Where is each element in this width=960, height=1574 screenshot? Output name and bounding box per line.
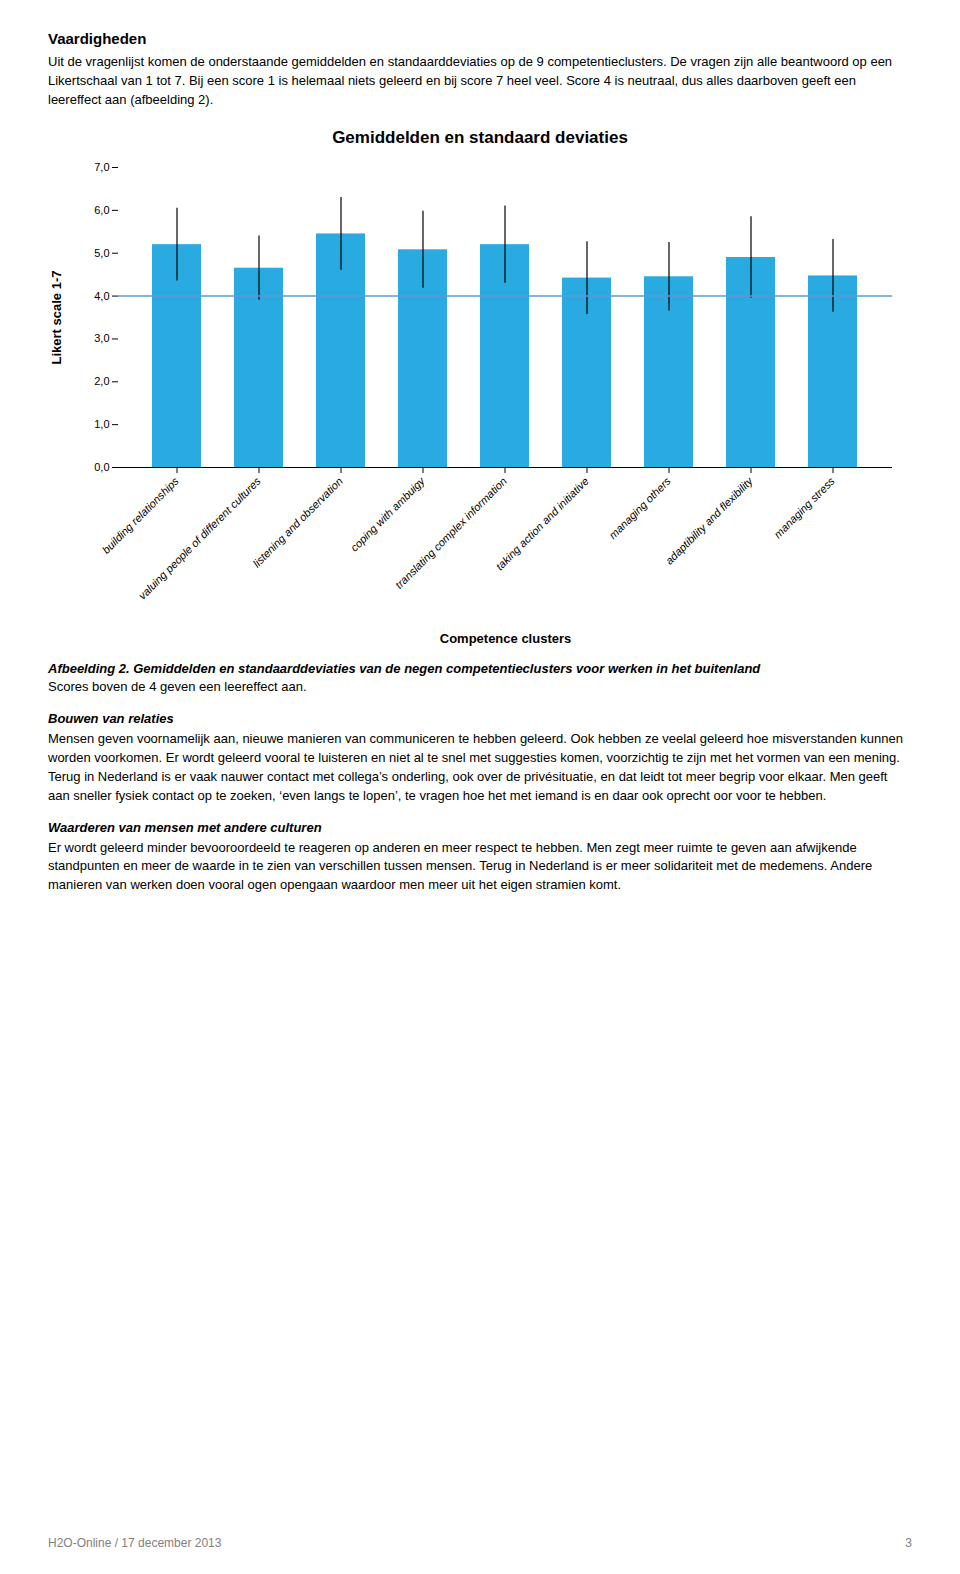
html-text:Mensen geven voornamelijk aan,: Mensen geven voornamelijk aan, nieuwe ma…	[48, 731, 903, 803]
svg-text:5,0: 5,0	[94, 246, 109, 258]
svg-text:coping with ambuigy: coping with ambuigy	[348, 473, 428, 553]
svg-text:adaptibility and flexibility: adaptibility and flexibility	[663, 473, 756, 566]
svg-text:managing others: managing others	[606, 474, 673, 541]
svg-text:valuing people of different cu: valuing people of different cultures	[136, 474, 263, 601]
html-text:Vaardigheden: Vaardigheden	[48, 30, 147, 47]
svg-text:translating complex informatio: translating complex information	[393, 474, 509, 590]
html-text:Bouwen van relaties: Bouwen van relaties	[48, 711, 174, 727]
html-text:Afbeelding 2. Gemiddelden en s: Afbeelding 2. Gemiddelden en standaardde…	[48, 660, 761, 676]
html-text:3: 3	[905, 1536, 912, 1550]
html-text:Scores boven de 4 geven een le: Scores boven de 4 geven een leereffect a…	[48, 679, 307, 695]
svg-text:4,0: 4,0	[94, 289, 109, 301]
html-text:Er wordt geleerd minder bevoor: Er wordt geleerd minder bevooroordeeld t…	[48, 839, 873, 893]
html-text:Uit de vragenlijst komen de on: Uit de vragenlijst komen de onderstaande…	[48, 54, 893, 107]
svg-text:6,0: 6,0	[94, 203, 109, 215]
svg-text:7,0: 7,0	[94, 161, 109, 173]
html-text:Waarderen van mensen met ander: Waarderen van mensen met andere culturen	[48, 819, 322, 835]
html-text:H2O-Online / 17 december 2013: H2O-Online / 17 december 2013	[48, 1536, 222, 1550]
svg-text:2,0: 2,0	[94, 375, 109, 387]
svg-text:taking action and initiative: taking action and initiative	[493, 474, 591, 572]
svg-text:listening and observation: listening and observation	[250, 474, 345, 569]
svg-text:1,0: 1,0	[94, 418, 109, 430]
svg-text:0,0: 0,0	[94, 461, 109, 473]
svg-text:Likert scale 1-7: Likert scale 1-7	[49, 270, 64, 364]
svg-text:managing stress: managing stress	[771, 474, 837, 540]
html-text:Gemiddelden en standaard devia: Gemiddelden en standaard deviaties	[332, 127, 628, 147]
svg-text:Competence clusters: Competence clusters	[440, 630, 572, 645]
svg-text:3,0: 3,0	[94, 332, 109, 344]
svg-text:building relationships: building relationships	[100, 474, 181, 555]
